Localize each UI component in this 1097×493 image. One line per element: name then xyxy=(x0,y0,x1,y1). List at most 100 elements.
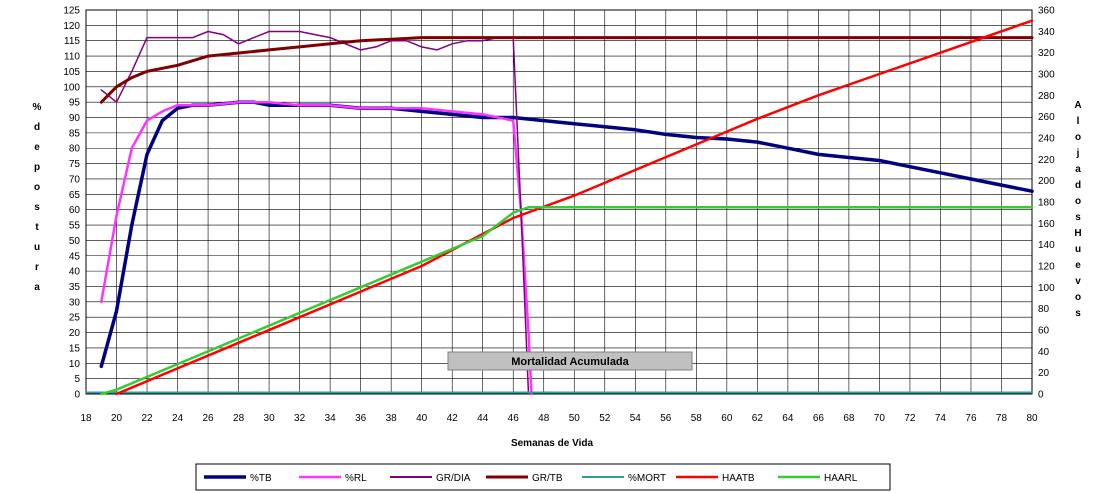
y-right-tick-label: 200 xyxy=(1038,176,1055,187)
x-tick-label: 64 xyxy=(782,413,794,424)
legend-label-haarl: HAARL xyxy=(824,473,858,484)
y-left-title-char: a xyxy=(34,282,40,293)
y-right-title-char: a xyxy=(1075,164,1081,175)
y-right-title-char: A xyxy=(1074,100,1081,111)
y-left-tick-label: 70 xyxy=(69,174,81,185)
y-right-tick-label: 280 xyxy=(1038,91,1055,102)
x-tick-label: 34 xyxy=(325,413,337,424)
x-tick-label: 68 xyxy=(843,413,855,424)
y-right-title-char: j xyxy=(1076,148,1080,159)
x-tick-label: 54 xyxy=(630,413,642,424)
legend-label-tb: %TB xyxy=(250,473,272,484)
y-left-tick-label: 100 xyxy=(63,82,80,93)
x-tick-label: 76 xyxy=(965,413,977,424)
series-group xyxy=(85,19,1034,396)
x-tick-label: 70 xyxy=(874,413,886,424)
y-left-tick-label: 115 xyxy=(64,36,80,47)
legend-label-haatb: HAATB xyxy=(722,473,755,484)
y-right-tick-label: 60 xyxy=(1038,326,1050,337)
y-left-tick-label: 60 xyxy=(69,205,81,216)
y-right-title-char: v xyxy=(1075,276,1081,287)
grid xyxy=(85,9,1033,395)
x-tick-label: 56 xyxy=(660,413,672,424)
y-left-tick-label: 85 xyxy=(69,128,81,139)
y-left-tick-label: 10 xyxy=(69,359,81,370)
y-left-title-char: u xyxy=(34,242,40,253)
y-left-title-char: o xyxy=(34,182,40,193)
y-left-tick-label: 95 xyxy=(69,98,81,109)
series-line-gr-tb xyxy=(99,36,1034,104)
x-tick-label: 50 xyxy=(569,413,581,424)
legend-label-gr-tb: GR/TB xyxy=(532,473,563,484)
y-left-tick-label: 110 xyxy=(64,52,80,63)
plot-area xyxy=(85,9,1033,395)
legend-label-mort: %MORT xyxy=(628,473,666,484)
y-right-tick-label: 140 xyxy=(1038,240,1055,251)
y-right-title-char: o xyxy=(1075,196,1081,207)
y-right-tick-label: 260 xyxy=(1038,112,1055,123)
series-line-gr-dia xyxy=(100,30,530,395)
annotation-box: Mortalidad Acumulada xyxy=(447,351,693,371)
x-tick-label: 22 xyxy=(141,413,153,424)
x-tick-label: 30 xyxy=(264,413,276,424)
y-left-tick-label: 40 xyxy=(69,267,81,278)
series-line-tb xyxy=(99,100,1034,369)
y-left-tick-label: 90 xyxy=(69,113,81,124)
x-tick-label: 62 xyxy=(752,413,764,424)
y-right-title-char: s xyxy=(1075,212,1081,223)
y-right-tick-label: 240 xyxy=(1038,134,1055,145)
y-right-tick-label: 180 xyxy=(1038,198,1055,209)
x-axis: 18 20 22 24 26 28 30 32 34 36 38 40 42 44 46 48 50 52 54 56… xyxy=(80,413,1038,424)
y-axis-left: 0 5 10 15 20 25 30 35 40 45 50 55 60 65 70 75 80 85 90 95 10… xyxy=(63,6,80,401)
x-tick-label: 48 xyxy=(538,413,550,424)
y-left-title-char: d xyxy=(34,122,40,133)
x-tick-label: 40 xyxy=(416,413,428,424)
y-right-title-char: l xyxy=(1077,116,1080,127)
legend: %TB %RL GR/DIA GR/TB %MORT HAATB HAARL xyxy=(195,463,891,491)
y-right-title-char: H xyxy=(1074,228,1081,239)
y-left-tick-label: 25 xyxy=(69,313,81,324)
y-left-title-char: p xyxy=(34,162,40,173)
y-right-title-char: d xyxy=(1075,180,1081,191)
x-axis-title: Semanas de Vida xyxy=(511,438,594,449)
series-line-rl xyxy=(100,100,533,396)
y-right-tick-label: 360 xyxy=(1038,6,1055,17)
y-left-tick-label: 80 xyxy=(69,144,81,155)
y-right-tick-label: 120 xyxy=(1038,262,1055,273)
y-right-tick-label: 20 xyxy=(1038,368,1050,379)
y-left-title-char: e xyxy=(34,142,40,153)
y-left-tick-label: 35 xyxy=(69,282,81,293)
y-right-tick-label: 40 xyxy=(1038,347,1050,358)
x-tick-label: 66 xyxy=(813,413,825,424)
annotation-label: Mortalidad Acumulada xyxy=(511,356,629,368)
y-right-title-char: s xyxy=(1075,308,1081,319)
legend-label-rl: %RL xyxy=(345,473,367,484)
legend-label-gr-dia: GR/DIA xyxy=(436,473,471,484)
x-tick-label: 18 xyxy=(80,413,92,424)
y-left-tick-label: 120 xyxy=(63,21,80,32)
x-tick-label: 60 xyxy=(721,413,733,424)
x-tick-label: 36 xyxy=(355,413,367,424)
x-tick-label: 26 xyxy=(203,413,215,424)
y-right-tick-label: 100 xyxy=(1038,283,1055,294)
x-tick-label: 44 xyxy=(477,413,489,424)
series-line-haatb xyxy=(115,19,1034,396)
y-right-title-char: o xyxy=(1075,292,1081,303)
y-left-tick-label: 125 xyxy=(63,6,80,17)
y-left-tick-label: 30 xyxy=(69,297,81,308)
series-line-haarl xyxy=(100,206,1034,396)
y-left-tick-label: 5 xyxy=(74,374,80,385)
x-tick-label: 74 xyxy=(935,413,947,424)
x-tick-label: 80 xyxy=(1026,413,1038,424)
y-left-title-char: s xyxy=(34,202,40,213)
x-tick-label: 38 xyxy=(386,413,398,424)
y-left-tick-label: 55 xyxy=(69,221,81,232)
x-tick-label: 42 xyxy=(447,413,459,424)
y-axis-right: 0 20 40 60 80 100 120 140 160 180 200 220 240 260 280 3… xyxy=(1038,6,1055,401)
x-tick-label: 28 xyxy=(233,413,245,424)
y-right-tick-label: 220 xyxy=(1038,155,1055,166)
x-tick-label: 24 xyxy=(172,413,184,424)
y-left-title-char: % xyxy=(33,102,42,113)
